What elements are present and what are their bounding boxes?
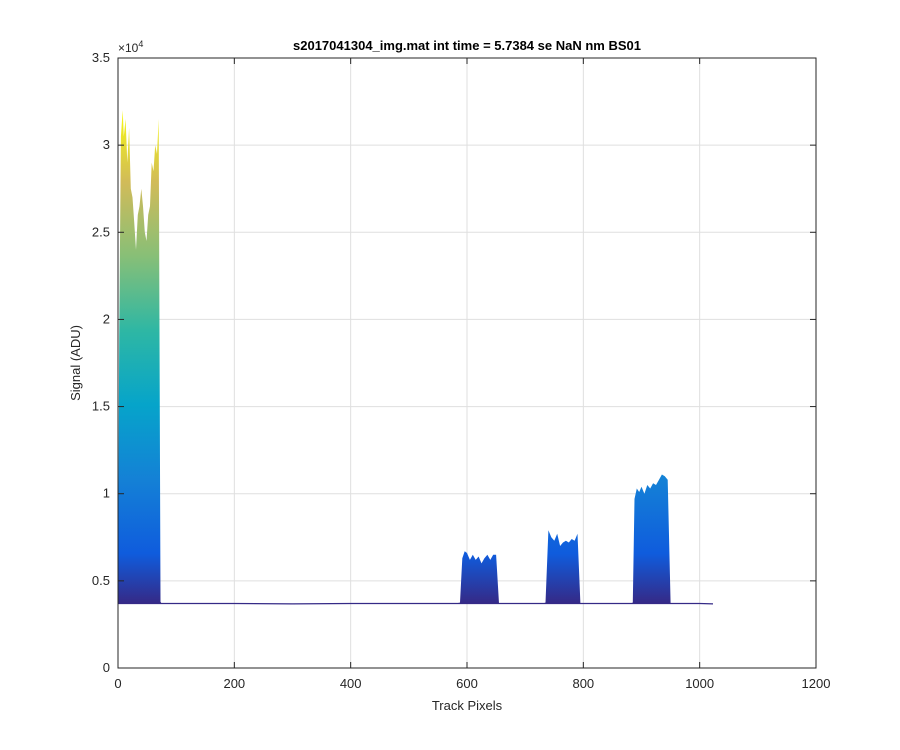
y-tick-label: 0: [103, 660, 110, 675]
y-tick-label: 3: [103, 137, 110, 152]
y-tick-label: 1: [103, 486, 110, 501]
y-tick-label: 0.5: [92, 573, 110, 588]
x-tick-label: 200: [223, 676, 245, 691]
x-tick-label: 600: [456, 676, 478, 691]
ticks: [117, 57, 817, 669]
y-tick-label: 2: [103, 311, 110, 326]
grid: [118, 58, 816, 668]
x-tick-label: 1200: [802, 676, 831, 691]
y-exponent-label: ×104: [118, 39, 143, 55]
x-axis-label: Track Pixels: [432, 698, 503, 713]
tick-labels: 0 200 400 600 800 1000 1200 0 0.5 1 1.5 2 2.5 3 3.5: [92, 50, 831, 691]
x-tick-label: 1000: [685, 676, 714, 691]
x-tick-label: 400: [340, 676, 362, 691]
data-layer: [118, 110, 714, 605]
signal-area: [118, 110, 713, 604]
x-tick-label: 0: [114, 676, 121, 691]
chart-title: s2017041304_img.mat int time = 5.7384 se…: [293, 38, 641, 53]
y-tick-label: 1.5: [92, 399, 110, 414]
y-tick-label: 3.5: [92, 50, 110, 65]
y-axis-label: Signal (ADU): [68, 325, 83, 401]
y-tick-label: 2.5: [92, 224, 110, 239]
x-tick-label: 800: [572, 676, 594, 691]
